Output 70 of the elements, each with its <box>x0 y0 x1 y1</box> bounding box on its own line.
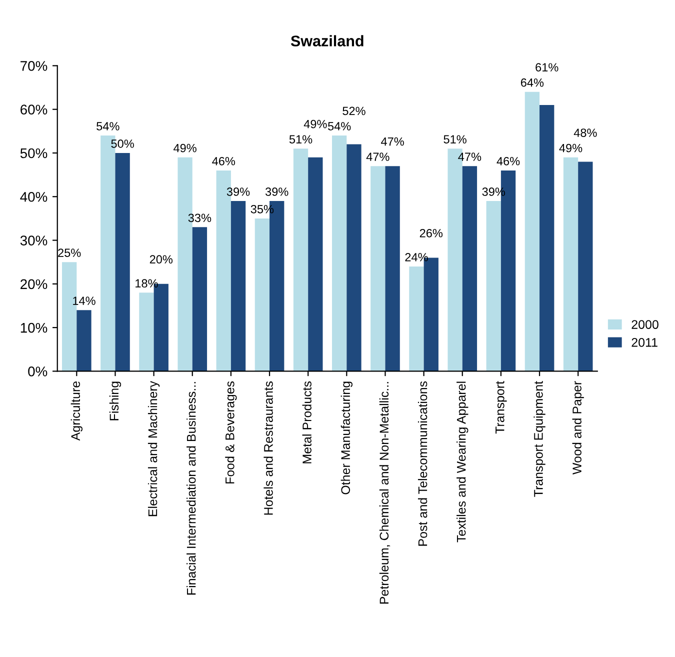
data-label: 49% <box>174 144 196 152</box>
bar <box>524 92 540 372</box>
legend-label: 2011 <box>632 338 658 347</box>
data-label: 54% <box>96 122 120 130</box>
x-tick-label: Petroleum, Chemical and Non-Metallic... <box>379 382 390 604</box>
data-label: 33% <box>188 214 212 222</box>
x-tick-label: Transport Equipment <box>534 381 546 497</box>
data-label: 52% <box>342 106 366 116</box>
data-label: 54% <box>328 122 351 130</box>
bar <box>370 166 386 372</box>
data-label: 50% <box>111 140 134 148</box>
bar <box>462 166 478 372</box>
x-tick-label: Finacial Intermediation and Business... <box>186 382 196 595</box>
x-tick-label: Food & Beverages <box>225 381 237 484</box>
data-label: 18% <box>136 279 158 288</box>
bar <box>385 166 400 372</box>
data-label: 61% <box>536 63 558 72</box>
x-tick-label: Textiles and Wearing Apparel <box>456 382 468 542</box>
bar <box>486 200 501 372</box>
bar <box>409 266 424 372</box>
bar <box>308 157 323 372</box>
y-tick-label: 60% <box>20 104 48 115</box>
x-tick-label: Fishing <box>109 382 122 420</box>
bar <box>540 104 554 372</box>
data-label: 25% <box>58 248 81 257</box>
data-label: 20% <box>150 255 173 264</box>
data-label: 49% <box>304 120 327 128</box>
bar <box>76 310 92 372</box>
bar <box>332 136 347 372</box>
data-label: 51% <box>289 135 312 144</box>
data-label: 47% <box>458 152 482 161</box>
data-label: 49% <box>559 144 582 152</box>
y-tick-label: 10% <box>20 322 48 333</box>
y-tick-label: 30% <box>20 236 48 246</box>
bar <box>139 292 154 372</box>
x-tick-label: Hotels and Restraurants <box>264 381 273 515</box>
x-tick-label: Electrical and Machinery <box>148 380 160 516</box>
data-label: 51% <box>444 135 466 144</box>
x-tick-label: Transport <box>496 381 507 434</box>
x-tick-label: Wood and Paper <box>572 381 584 474</box>
data-label: 47% <box>366 152 390 161</box>
data-label: 39% <box>226 188 250 196</box>
y-tick-label: 50% <box>20 148 48 158</box>
x-tick-label: Post and Telecommunications <box>418 381 428 546</box>
data-label: 26% <box>420 228 443 238</box>
data-label: 47% <box>381 137 404 146</box>
y-tick-label: 70% <box>20 61 48 71</box>
bar <box>578 162 593 372</box>
y-tick-label: 0% <box>28 366 48 376</box>
data-label: 64% <box>520 78 544 87</box>
bar <box>346 144 362 372</box>
x-tick-label: Other Manufacturing <box>340 382 352 494</box>
x-tick-label: Agriculture <box>70 381 82 441</box>
y-tick-label: 20% <box>20 279 48 290</box>
data-label: 48% <box>574 128 597 137</box>
bar <box>192 227 208 372</box>
legend-label: 2000 <box>632 320 658 329</box>
y-tick-label: 40% <box>20 192 48 202</box>
bar <box>230 200 246 372</box>
bar <box>293 148 308 372</box>
bar <box>563 157 578 372</box>
chart-title: Swaziland <box>290 35 364 46</box>
data-label: 14% <box>73 296 96 305</box>
bar <box>115 152 130 372</box>
data-label: 24% <box>405 252 428 262</box>
data-label: 46% <box>496 156 520 166</box>
bar <box>254 218 270 372</box>
data-label: 46% <box>212 156 236 166</box>
data-label: 39% <box>265 188 288 196</box>
x-tick-label: Metal Products <box>302 381 312 464</box>
